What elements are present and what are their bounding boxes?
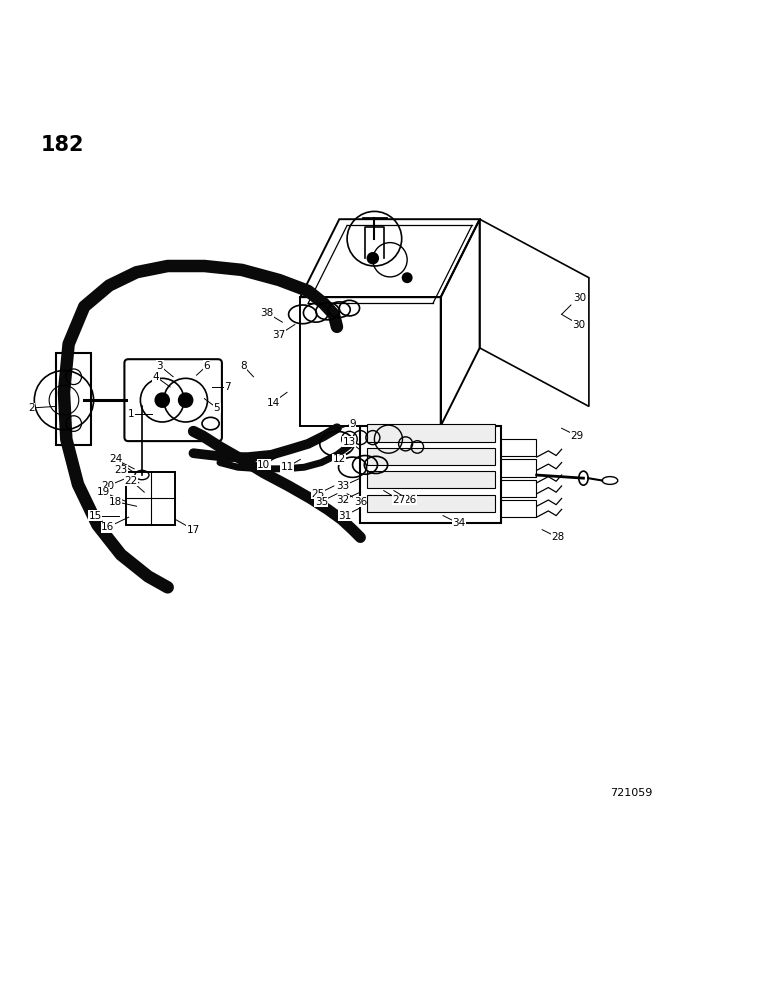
Circle shape	[154, 392, 170, 408]
Text: 3: 3	[157, 361, 163, 371]
Bar	[360, 426, 501, 523]
Text: 721059: 721059	[610, 788, 652, 798]
Bar	[367, 471, 495, 488]
Text: 29: 29	[571, 431, 583, 441]
Text: 10: 10	[257, 460, 270, 470]
Text: 36: 36	[354, 497, 367, 507]
Text: 17: 17	[187, 525, 200, 535]
Text: 13: 13	[343, 437, 356, 447]
Text: 34: 34	[452, 518, 465, 528]
Text: 23: 23	[115, 465, 127, 475]
Text: 2: 2	[28, 403, 34, 413]
Text: 1: 1	[128, 409, 134, 419]
Bar	[56, 353, 91, 445]
Circle shape	[367, 252, 379, 264]
Text: 22: 22	[125, 476, 137, 486]
Text: 32: 32	[337, 495, 349, 505]
Text: 14: 14	[267, 397, 279, 408]
Text: 24: 24	[109, 454, 122, 464]
Text: 27: 27	[393, 495, 406, 505]
Text: 18: 18	[109, 497, 122, 507]
Bar	[126, 472, 175, 525]
Text: 7: 7	[225, 382, 231, 392]
Bar	[501, 480, 536, 497]
FancyBboxPatch shape	[125, 359, 222, 441]
Text: 33: 33	[337, 481, 349, 491]
Text: 28: 28	[551, 532, 564, 542]
Text: 37: 37	[273, 330, 285, 340]
Text: 30: 30	[573, 320, 585, 330]
Text: 12: 12	[333, 454, 346, 464]
Bar	[501, 459, 536, 477]
Bar	[367, 424, 495, 442]
Text: 30: 30	[573, 293, 587, 303]
Text: 20: 20	[101, 481, 114, 491]
Bar	[501, 439, 536, 456]
Text: 5: 5	[214, 403, 220, 413]
Text: 11: 11	[281, 462, 293, 472]
Text: 25: 25	[312, 489, 324, 499]
Circle shape	[178, 392, 193, 408]
Circle shape	[402, 272, 413, 283]
Text: 4: 4	[153, 372, 159, 382]
Text: 35: 35	[315, 497, 328, 507]
Text: 31: 31	[339, 511, 351, 521]
Text: 19: 19	[97, 487, 109, 497]
Bar	[367, 448, 495, 465]
Text: 182: 182	[41, 135, 84, 155]
Text: 6: 6	[204, 361, 210, 371]
Text: 15: 15	[89, 511, 101, 521]
Text: 9: 9	[349, 419, 356, 429]
Text: 8: 8	[240, 361, 246, 371]
Bar	[501, 500, 536, 517]
Text: 21: 21	[109, 454, 122, 464]
Bar	[367, 495, 495, 512]
Text: 16: 16	[101, 522, 114, 532]
Text: 26: 26	[403, 495, 416, 505]
Text: 38: 38	[261, 308, 273, 318]
